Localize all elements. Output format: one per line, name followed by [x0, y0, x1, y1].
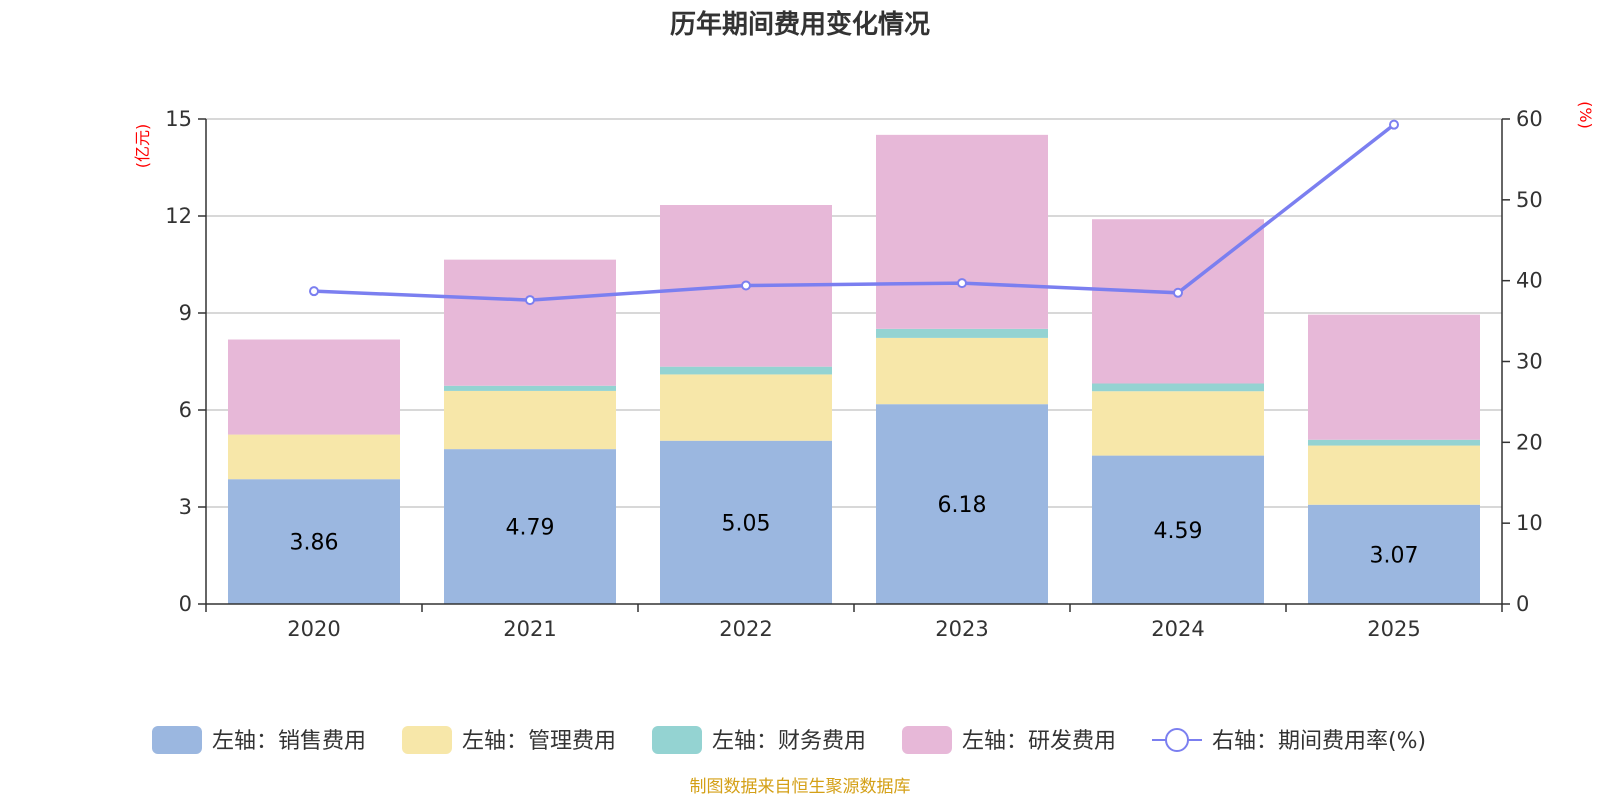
bar-segment — [660, 374, 832, 441]
left-tick-label: 3 — [179, 495, 192, 519]
bar-segment — [1308, 504, 1480, 604]
data-labels: 3.86 4.79 5.05 6.18 4.59 3.07 — [290, 493, 1419, 568]
legend: 左轴：销售费用 左轴：管理费用 左轴：财务费用 左轴：研发费用 右轴：期间费用率(%) — [152, 726, 1426, 754]
bar-segment — [444, 390, 616, 450]
bar-segment — [228, 339, 400, 435]
rate-point — [1389, 119, 1399, 130]
right-tick-label: 50 — [1516, 188, 1543, 212]
left-tick-label: 6 — [179, 398, 192, 422]
bar-data-label: 4.59 — [1154, 519, 1203, 544]
legend-label: 左轴：研发费用 — [962, 729, 1116, 754]
right-tick-label: 30 — [1516, 350, 1543, 374]
x-tick-label: 2023 — [935, 617, 988, 641]
bar-segment — [1092, 383, 1264, 392]
right-tick-label: 10 — [1516, 511, 1543, 535]
axes: 0 3 6 9 12 15 0 10 20 30 40 50 60 2020 2021 2022 2023 202… — [165, 107, 1542, 641]
bar-segment — [1308, 314, 1480, 440]
rate-point — [741, 280, 751, 291]
left-tick-label: 12 — [165, 204, 192, 228]
bar-segment — [1092, 455, 1264, 604]
bar-segment — [228, 479, 400, 604]
right-tick-label: 40 — [1516, 269, 1543, 293]
source-note: 制图数据来自恒生聚源数据库 — [690, 777, 911, 797]
legend-label: 左轴：销售费用 — [212, 729, 366, 754]
bar-segment — [876, 328, 1048, 338]
bar-segment — [444, 259, 616, 386]
bar-data-label: 5.05 — [722, 511, 771, 536]
legend-label: 右轴：期间费用率(%) — [1212, 729, 1426, 754]
bar-segment — [876, 134, 1048, 329]
bar-segment — [444, 449, 616, 604]
legend-swatch — [652, 726, 702, 754]
bar-segment — [1092, 391, 1264, 456]
rate-point — [309, 286, 319, 297]
legend-label: 左轴：财务费用 — [712, 729, 866, 754]
x-tick-label: 2020 — [287, 617, 340, 641]
bar-segment — [876, 404, 1048, 604]
line-series — [309, 119, 1399, 306]
x-tick-label: 2025 — [1367, 617, 1420, 641]
bar-segment — [228, 434, 400, 480]
bar-data-label: 6.18 — [938, 493, 987, 518]
legend-swatch — [402, 726, 452, 754]
right-tick-label: 20 — [1516, 430, 1543, 454]
left-tick-label: 15 — [165, 107, 192, 131]
rate-line — [313, 123, 1396, 302]
bar-segment — [1308, 439, 1480, 446]
bar-segment — [1308, 445, 1480, 505]
left-tick-label: 9 — [179, 301, 192, 325]
bar-data-label: 3.07 — [1370, 543, 1419, 568]
bar-data-label: 3.86 — [290, 531, 339, 556]
left-axis-unit: (亿元) — [133, 124, 152, 169]
chart-title: 历年期间费用变化情况 — [670, 9, 930, 40]
right-tick-label: 0 — [1516, 592, 1529, 616]
rate-point — [525, 295, 535, 306]
legend-marker — [1165, 728, 1189, 752]
bar-segment — [660, 366, 832, 375]
legend-label: 左轴：管理费用 — [462, 729, 616, 754]
bar-data-label: 4.79 — [506, 516, 555, 541]
right-tick-label: 60 — [1516, 107, 1543, 131]
legend-swatch — [152, 726, 202, 754]
bar-segment — [876, 337, 1048, 405]
grid-lines — [206, 118, 1502, 508]
x-tick-label: 2024 — [1151, 617, 1204, 641]
x-tick-label: 2021 — [503, 617, 556, 641]
bar-segment — [444, 385, 616, 391]
right-axis-unit: (%) — [1576, 101, 1595, 129]
rate-point — [1173, 287, 1183, 298]
left-tick-label: 0 — [179, 592, 192, 616]
rate-point — [957, 278, 967, 289]
legend-swatch — [902, 726, 952, 754]
x-tick-label: 2022 — [719, 617, 772, 641]
bar-segment — [660, 440, 832, 604]
